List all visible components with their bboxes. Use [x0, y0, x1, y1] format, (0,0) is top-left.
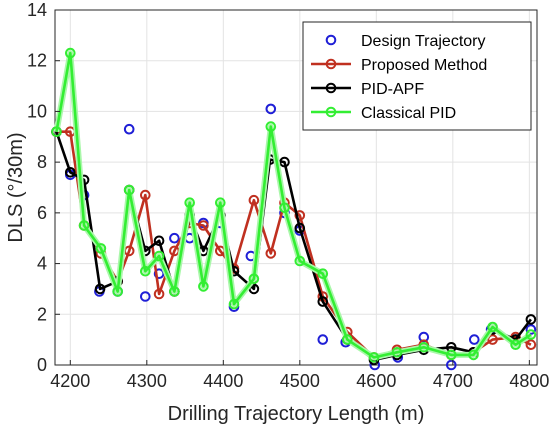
legend-label: Classical PID — [361, 105, 456, 122]
data-point — [78, 220, 90, 231]
data-point — [418, 342, 430, 353]
data-point — [342, 334, 353, 345]
data-point — [279, 156, 290, 168]
data-point — [487, 321, 498, 333]
legend-marker-swatch — [325, 58, 337, 70]
data-point — [153, 235, 165, 247]
x-tick-label: 4200 — [50, 371, 90, 391]
data-point — [248, 273, 260, 285]
data-point — [140, 265, 151, 277]
data-point — [317, 296, 329, 307]
data-point — [418, 331, 430, 343]
y-tick-label: 12 — [27, 51, 47, 71]
data-point — [94, 283, 106, 295]
data-point — [51, 126, 62, 137]
legend-marker-swatch — [325, 34, 337, 46]
data-point — [317, 334, 329, 345]
legend: Design Trajectory Proposed Method PID-APF C… — [302, 21, 532, 131]
data-point — [215, 197, 226, 208]
data-point — [368, 352, 380, 363]
x-tick-label: 4600 — [356, 371, 396, 391]
y-tick-label: 0 — [37, 355, 47, 375]
series-line — [55, 51, 532, 359]
data-point — [487, 334, 498, 345]
data-point — [198, 220, 209, 231]
data-point — [525, 324, 537, 335]
x-tick-label: 4500 — [280, 371, 320, 391]
data-point — [65, 167, 76, 178]
series-3 — [51, 47, 537, 363]
legend-entry: Proposed Method — [311, 57, 487, 74]
tick-labels: 4200 4300 4400 4500 4600 4700 4800 0 2 4 6 8 10 12 14 — [27, 0, 549, 391]
y-tick-label: 6 — [37, 203, 47, 223]
data-point — [95, 243, 107, 254]
data-point — [184, 197, 195, 208]
data-point — [153, 268, 165, 280]
data-point — [228, 298, 240, 310]
x-tick-label: 4800 — [509, 371, 549, 391]
data-point — [510, 339, 521, 351]
data-point — [123, 184, 135, 196]
data-point — [65, 47, 76, 59]
legend-marker-swatch — [325, 106, 337, 118]
data-point — [294, 255, 306, 267]
x-tick-label: 4700 — [433, 371, 473, 391]
data-point — [317, 268, 329, 280]
data-point — [123, 123, 135, 135]
y-tick-label: 14 — [27, 0, 47, 20]
data-point — [140, 291, 151, 302]
x-tick-label: 4300 — [127, 371, 167, 391]
data-point — [391, 347, 403, 358]
x-axis-title: Drilling Trajectory Length (m) — [168, 403, 425, 425]
data-point — [169, 232, 180, 244]
legend-entry: Design Trajectory — [325, 33, 486, 50]
legend-entry: Classical PID — [311, 105, 456, 122]
data-point — [525, 329, 537, 340]
legend-label: Proposed Method — [361, 57, 487, 74]
plot-frame — [54, 9, 538, 366]
data-point — [153, 250, 165, 262]
data-point — [468, 349, 479, 361]
data-point — [294, 210, 306, 221]
legend-label: PID-APF — [361, 81, 424, 98]
data-point — [469, 334, 480, 345]
data-point — [446, 359, 457, 371]
y-tick-label: 4 — [37, 254, 47, 274]
y-axis-title: DLS (°/30m) — [5, 132, 27, 242]
y-tick-label: 2 — [37, 304, 47, 324]
data-point — [169, 286, 180, 297]
legend-entry: PID-APF — [311, 81, 424, 98]
data-point — [265, 121, 277, 132]
data-point — [112, 286, 123, 297]
y-tick-label: 10 — [27, 101, 47, 121]
data-point — [294, 222, 306, 234]
data-point — [525, 314, 537, 325]
data-point — [265, 248, 277, 259]
data-point — [446, 342, 457, 353]
data-point — [525, 339, 537, 351]
data-point — [265, 103, 277, 115]
y-tick-label: 8 — [37, 152, 47, 172]
legend-label: Design Trajectory — [361, 33, 486, 50]
data-point — [248, 194, 260, 206]
series-layer — [51, 47, 537, 371]
legend-marker-swatch — [325, 82, 337, 94]
data-point — [153, 288, 165, 300]
x-tick-label: 4400 — [203, 371, 243, 391]
data-point — [279, 202, 290, 214]
data-point — [446, 349, 457, 361]
data-point — [140, 189, 151, 201]
data-point — [198, 281, 209, 292]
